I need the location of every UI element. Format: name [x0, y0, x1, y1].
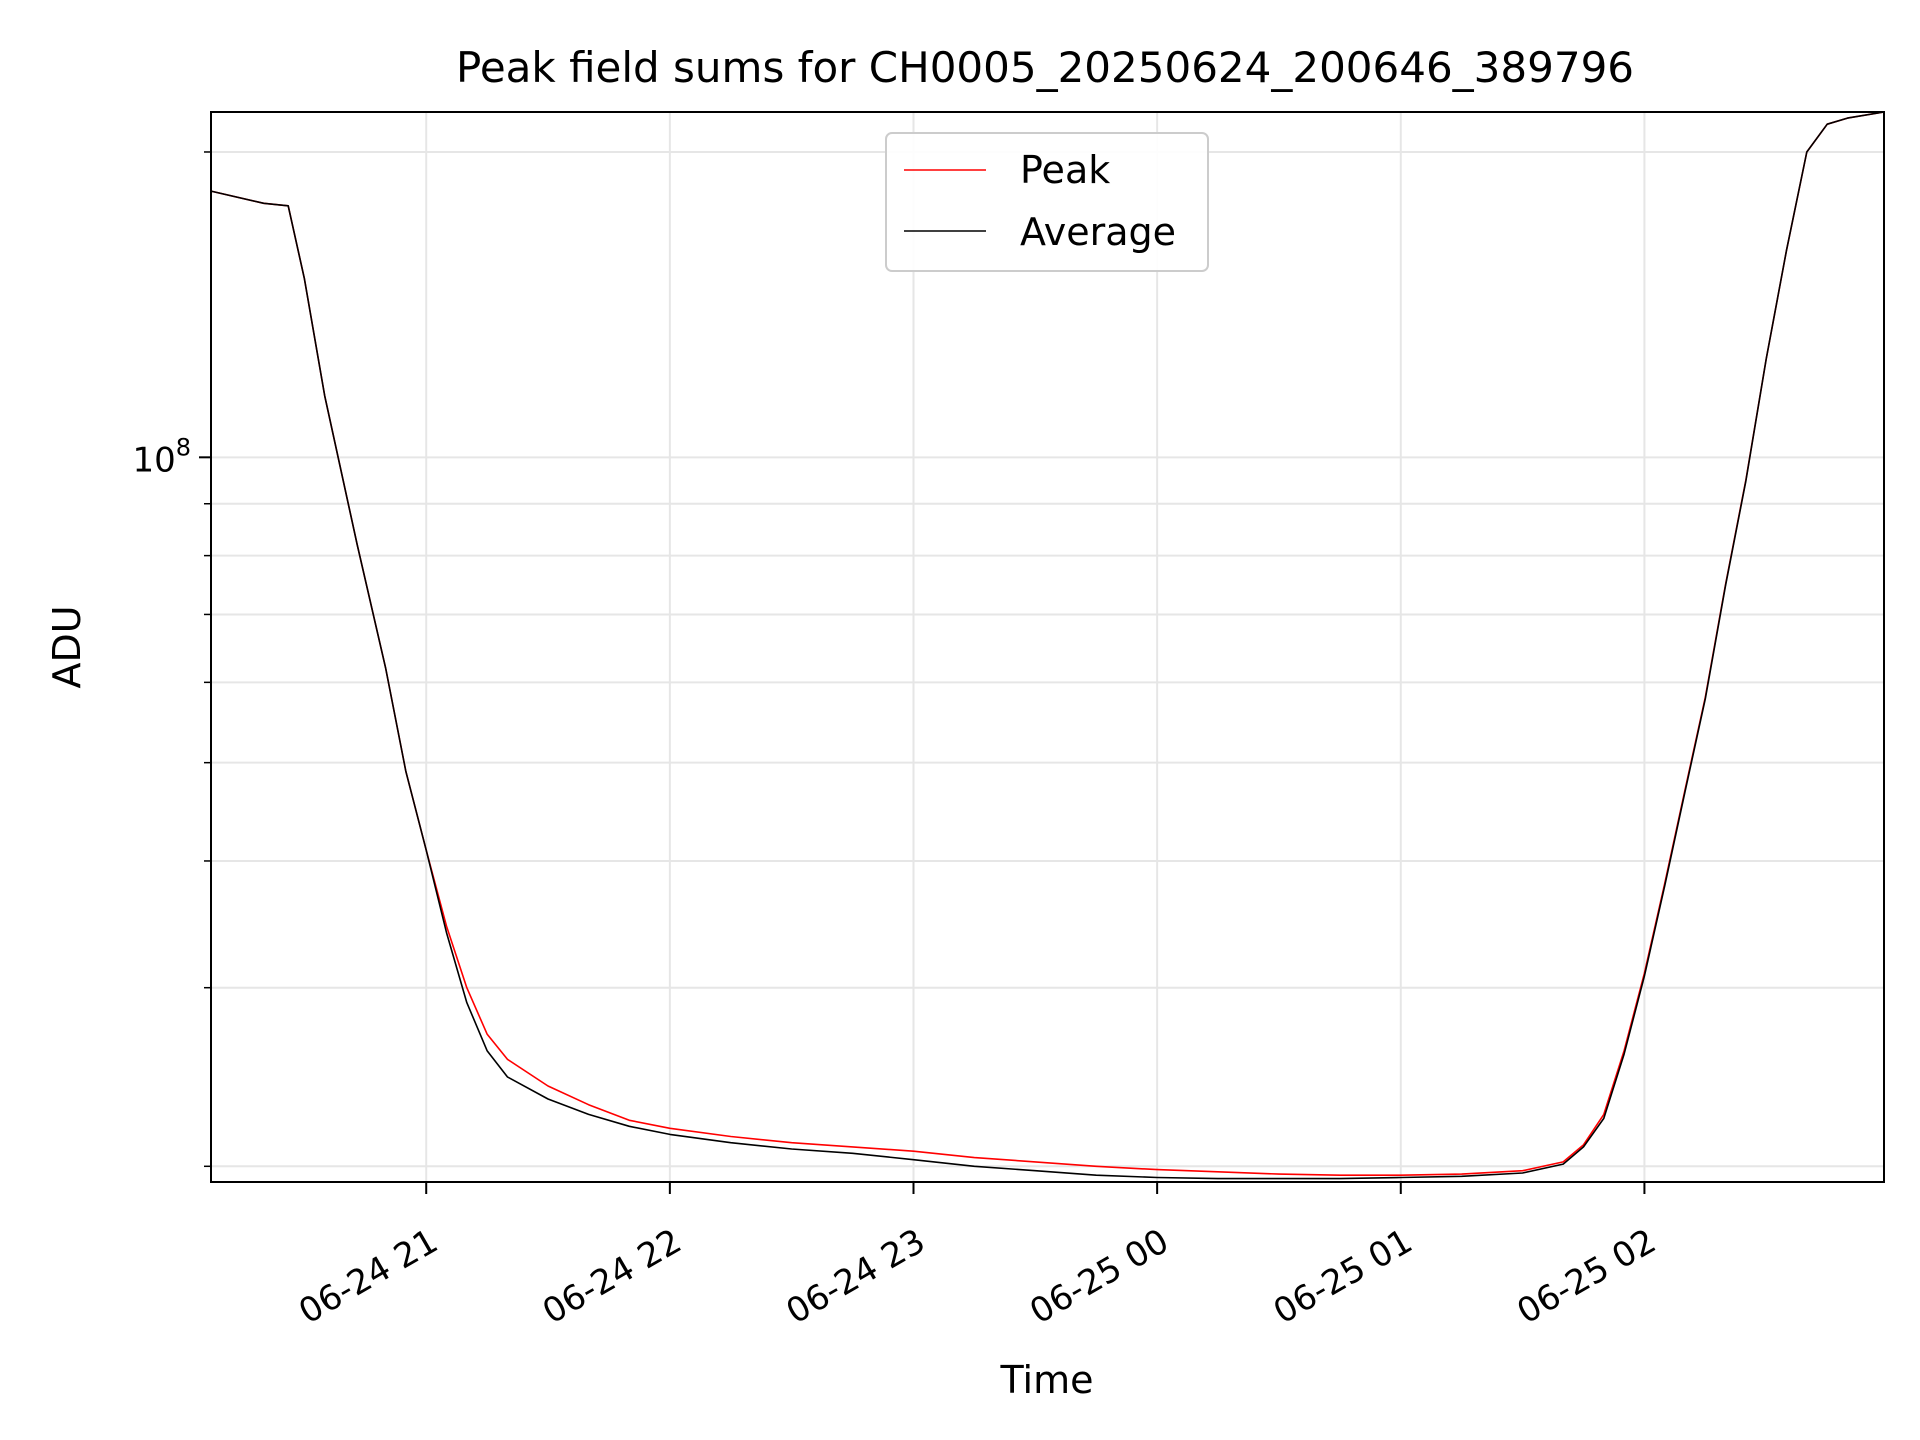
chart-title: Peak field sums for CH0005_20250624_2006… — [456, 43, 1634, 92]
series-layer — [210, 111, 1885, 1180]
y-tick-label: 108 — [132, 433, 191, 480]
plot-area: 06-24 21 06-24 22 06-24 23 06-25 00 06-25 01… — [132, 111, 1885, 1332]
y-axis-label: ADU — [45, 605, 89, 688]
legend-label-peak: Peak — [1020, 148, 1110, 192]
grid — [211, 112, 1884, 1182]
legend-frame — [885, 132, 1209, 272]
y-tick-label-base: 10 — [132, 440, 175, 480]
plot-frame — [210, 111, 1885, 1183]
series-line-average — [210, 111, 1885, 1180]
y-axis: 108 — [132, 151, 211, 1168]
x-axis-label: Time — [1000, 1358, 1094, 1402]
y-tick-label-exponent: 8 — [176, 433, 191, 461]
legend[interactable]: Peak Average — [885, 132, 1209, 272]
plot-background — [211, 112, 1884, 1182]
legend-label-average: Average — [1020, 210, 1176, 254]
